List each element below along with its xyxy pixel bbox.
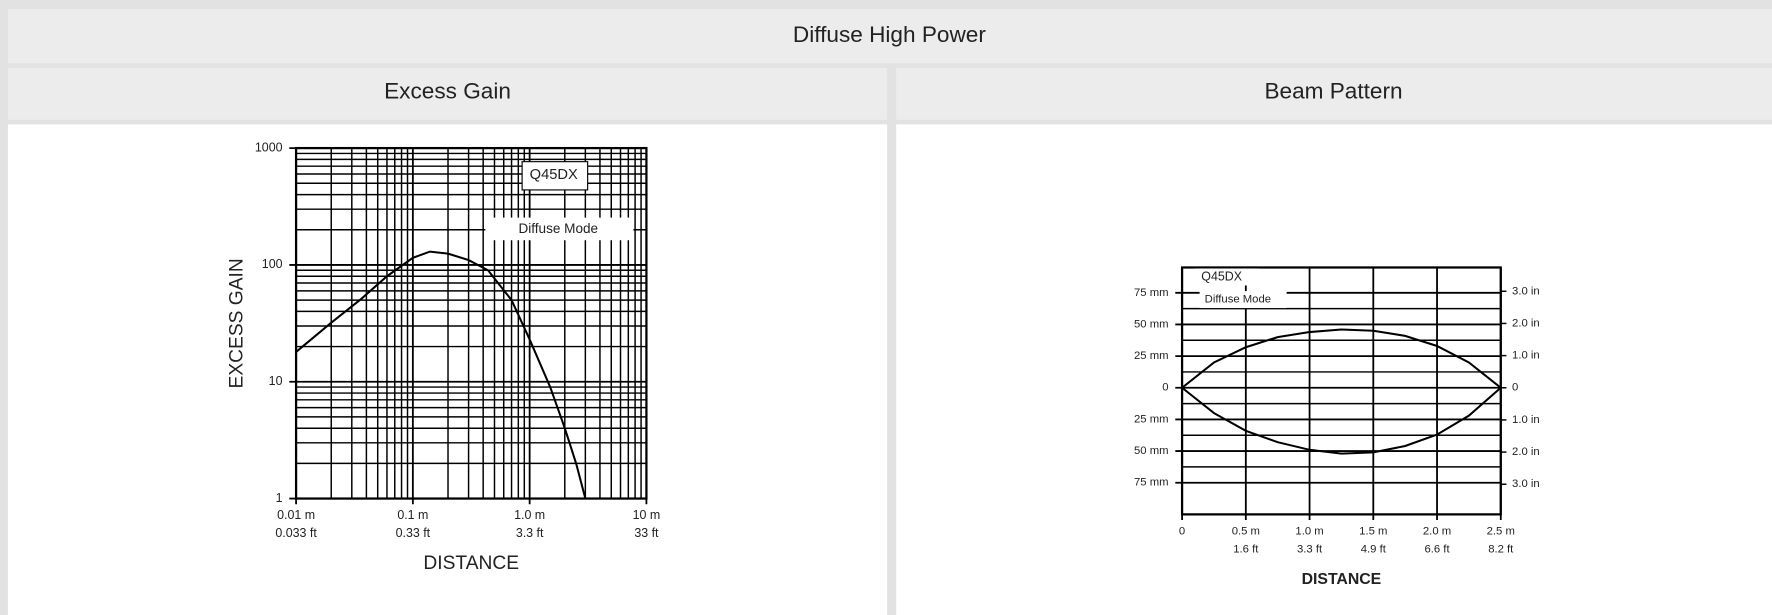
annotation-box bbox=[521, 161, 589, 191]
x-tick-label-secondary: 3.3 ft bbox=[516, 526, 544, 540]
x-tick-label: 1.5 m bbox=[1359, 525, 1387, 537]
column-title: Excess Gain bbox=[384, 79, 511, 104]
x-tick-label: 2.0 m bbox=[1423, 525, 1451, 537]
x-tick-label: 1.0 m bbox=[514, 508, 545, 522]
x-tick-label: 0.1 m bbox=[397, 508, 428, 522]
y-tick-label: 50 mm bbox=[1134, 445, 1169, 457]
column-title: Beam Pattern bbox=[1264, 79, 1402, 104]
y2-tick-label: 2.0 in bbox=[1512, 446, 1540, 458]
y2-tick-label: 2.0 in bbox=[1512, 317, 1540, 329]
y-tick-label: 75 mm bbox=[1134, 287, 1169, 299]
x-tick-label-secondary: 33 ft bbox=[634, 526, 659, 540]
plot-frame bbox=[294, 146, 648, 500]
y-tick-label: 1 bbox=[276, 491, 283, 505]
annotation-box bbox=[485, 217, 634, 241]
annotation-box bbox=[1199, 291, 1287, 309]
header-cell bbox=[7, 9, 1772, 64]
y-tick-label: 75 mm bbox=[1134, 477, 1169, 489]
y2-tick-label: 3.0 in bbox=[1512, 478, 1540, 490]
y-tick-label: 1000 bbox=[255, 140, 283, 154]
y2-tick-label: 3.0 in bbox=[1512, 285, 1540, 297]
x-tick-label-secondary: 4.9 ft bbox=[1361, 543, 1387, 555]
cell bbox=[896, 124, 1772, 615]
column-header bbox=[896, 67, 1772, 120]
y-tick-label: 50 mm bbox=[1134, 318, 1169, 330]
y-tick-label: 0 bbox=[1162, 382, 1168, 394]
x-axis-title: DISTANCE bbox=[1302, 571, 1382, 588]
y-tick-label: 100 bbox=[262, 257, 283, 271]
x-tick-label-secondary: 1.6 ft bbox=[1233, 543, 1259, 555]
annotation: Diffuse Mode bbox=[1205, 294, 1271, 306]
x-tick-label: 0 bbox=[1179, 525, 1185, 537]
y2-tick-label: 1.0 in bbox=[1512, 350, 1540, 362]
plot-frame bbox=[1180, 266, 1502, 516]
x-tick-label-secondary: 0.033 ft bbox=[275, 526, 317, 540]
table-title: Diffuse High Power bbox=[793, 22, 986, 47]
x-axis-title: DISTANCE bbox=[423, 553, 519, 574]
x-tick-label: 0.01 m bbox=[277, 508, 315, 522]
x-tick-label-secondary: 0.33 ft bbox=[396, 526, 431, 540]
x-tick-label: 1.0 m bbox=[1295, 525, 1323, 537]
annotation: Diffuse Mode bbox=[518, 221, 598, 236]
x-tick-label: 0.5 m bbox=[1232, 525, 1260, 537]
annotation: Q45DX bbox=[530, 167, 578, 183]
x-tick-label: 2.5 m bbox=[1487, 525, 1515, 537]
data-line bbox=[1181, 328, 1502, 389]
y-tick-label: 25 mm bbox=[1134, 350, 1169, 362]
x-tick-label: 10 m bbox=[633, 508, 661, 522]
column-header bbox=[7, 67, 888, 120]
y2-tick-label: 0 bbox=[1512, 382, 1518, 394]
x-tick-label-secondary: 6.6 ft bbox=[1424, 543, 1450, 555]
y2-tick-label: 1.0 in bbox=[1512, 414, 1540, 426]
annotation-box bbox=[1195, 268, 1260, 286]
data-line bbox=[1181, 386, 1502, 455]
x-tick-label-secondary: 3.3 ft bbox=[1297, 543, 1323, 555]
y-axis-title: EXCESS GAIN bbox=[226, 258, 247, 388]
x-tick-label-secondary: 8.2 ft bbox=[1488, 543, 1514, 555]
annotation: Q45DX bbox=[1201, 269, 1242, 283]
y-tick-label: 25 mm bbox=[1134, 413, 1169, 425]
data-line bbox=[295, 250, 587, 499]
y-tick-label: 10 bbox=[269, 374, 283, 388]
